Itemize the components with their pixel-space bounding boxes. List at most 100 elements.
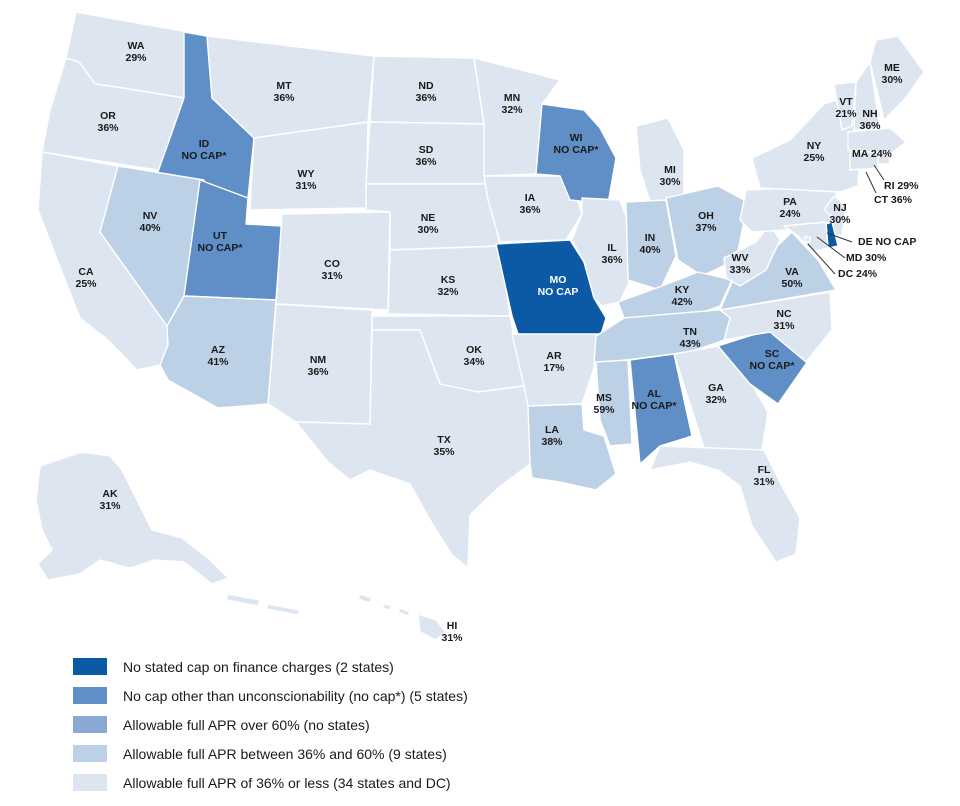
- island-shape: [265, 603, 301, 616]
- legend-label: No stated cap on finance charges (2 stat…: [123, 658, 394, 675]
- state-ma: [847, 127, 907, 157]
- legend-label: Allowable full APR between 36% and 60% (…: [123, 745, 447, 762]
- state-label-sd: SD 36%: [415, 144, 436, 168]
- state-abbr: WY: [297, 168, 315, 180]
- state-value: 31%: [773, 320, 795, 332]
- state-label-hi: HI 31%: [441, 620, 462, 644]
- state-value: 25%: [803, 152, 825, 164]
- state-dc: [804, 236, 811, 243]
- state-value: NO CAP: [537, 286, 579, 298]
- state-abbr: AK: [102, 488, 118, 500]
- legend-swatch: [73, 658, 107, 675]
- state-abbr: LA: [544, 424, 559, 436]
- state-value: 36%: [519, 204, 541, 216]
- state-la: [527, 403, 617, 491]
- state-value: 36%: [888, 194, 912, 206]
- legend-label: No cap other than unconscionability (no …: [123, 687, 468, 704]
- state-label-de: DE NO CAP: [858, 236, 916, 248]
- state-label-ia: IA 36%: [519, 192, 540, 216]
- state-abbr: WV: [731, 252, 749, 264]
- state-abbr: OR: [100, 110, 116, 122]
- legend: No stated cap on finance charges (2 stat…: [73, 652, 468, 797]
- state-label-ne: NE 30%: [417, 212, 438, 236]
- state-abbr: OK: [466, 344, 482, 356]
- state-abbr: NY: [806, 140, 822, 152]
- state-value: 33%: [729, 264, 751, 276]
- state-value: 36%: [97, 122, 119, 134]
- state-value: 36%: [273, 92, 295, 104]
- state-abbr: NC: [776, 308, 792, 320]
- island-shape: [381, 603, 393, 611]
- state-label-ma: MA 24%: [852, 148, 892, 160]
- state-value: 31%: [753, 476, 775, 488]
- state-ak: [35, 451, 229, 585]
- state-value: 30%: [659, 176, 681, 188]
- state-label-sc: SC NO CAP*: [750, 348, 795, 372]
- state-value: 30%: [862, 252, 887, 264]
- state-label-ca: CA 25%: [75, 266, 96, 290]
- state-in: [625, 199, 677, 291]
- state-label-wi: WI NO CAP*: [554, 132, 599, 156]
- state-label-co: CO 31%: [321, 258, 342, 282]
- state-abbr: VA: [785, 266, 799, 278]
- state-value: 50%: [781, 278, 803, 290]
- state-value: 36%: [415, 92, 437, 104]
- state-abbr: UT: [213, 230, 227, 242]
- state-label-mo: MO NO CAP: [538, 274, 579, 298]
- state-label-nv: NV 40%: [139, 210, 160, 234]
- state-label-pa: PA 24%: [779, 196, 800, 220]
- state-value: 35%: [433, 446, 455, 458]
- state-abbr: MA: [852, 148, 868, 160]
- state-label-ks: KS 32%: [437, 274, 458, 298]
- legend-swatch: [73, 716, 107, 733]
- state-abbr: TX: [437, 434, 451, 446]
- state-label-ky: KY 42%: [671, 284, 692, 308]
- state-value: 38%: [541, 436, 563, 448]
- state-abbr: DC: [838, 268, 854, 280]
- state-abbr: VT: [839, 96, 853, 108]
- state-abbr: MT: [276, 80, 292, 92]
- legend-item-no-cap-star: No cap other than unconscionability (no …: [73, 681, 468, 710]
- state-value: 30%: [829, 214, 851, 226]
- state-nc: [719, 291, 833, 363]
- state-value: 21%: [835, 108, 857, 120]
- state-abbr: NV: [142, 210, 158, 222]
- state-label-me: ME 30%: [881, 62, 902, 86]
- state-value: NO CAP*: [197, 242, 243, 254]
- state-value: 40%: [139, 222, 161, 234]
- state-value: 24%: [853, 268, 878, 280]
- state-al: [629, 353, 693, 465]
- state-abbr: IL: [607, 242, 617, 254]
- state-value: 17%: [543, 362, 565, 374]
- state-abbr: AL: [647, 388, 661, 400]
- state-abbr: AR: [546, 350, 562, 362]
- state-abbr: ND: [418, 80, 434, 92]
- state-label-ms: MS 59%: [593, 392, 614, 416]
- state-value: 37%: [695, 222, 717, 234]
- state-label-ct: CT 36%: [874, 194, 912, 206]
- state-label-ny: NY 25%: [803, 140, 824, 164]
- state-abbr: AZ: [210, 344, 225, 356]
- state-abbr: GA: [708, 382, 724, 394]
- state-vt: [833, 81, 857, 131]
- state-label-ak: AK 31%: [99, 488, 120, 512]
- state-label-va: VA 50%: [781, 266, 802, 290]
- state-abbr: OH: [698, 210, 714, 222]
- leader-lines: [807, 164, 885, 275]
- legend-swatch: [73, 745, 107, 762]
- state-abbr: WA: [127, 40, 145, 52]
- legend-label: Allowable full APR over 60% (no states): [123, 716, 370, 733]
- state-label-fl: FL 31%: [753, 464, 774, 488]
- state-abbr: KS: [440, 274, 456, 286]
- state-value: 36%: [415, 156, 437, 168]
- state-label-tx: TX 35%: [433, 434, 454, 458]
- state-value: NO CAP*: [631, 400, 677, 412]
- legend-item-no-cap: No stated cap on finance charges (2 stat…: [73, 652, 468, 681]
- states-layer: [35, 11, 925, 641]
- state-mo: [495, 239, 607, 339]
- state-label-dc: DC 24%: [838, 268, 877, 280]
- state-label-vt: VT 21%: [835, 96, 856, 120]
- state-value: 31%: [295, 180, 317, 192]
- legend-item-36-60: Allowable full APR between 36% and 60% (…: [73, 739, 468, 768]
